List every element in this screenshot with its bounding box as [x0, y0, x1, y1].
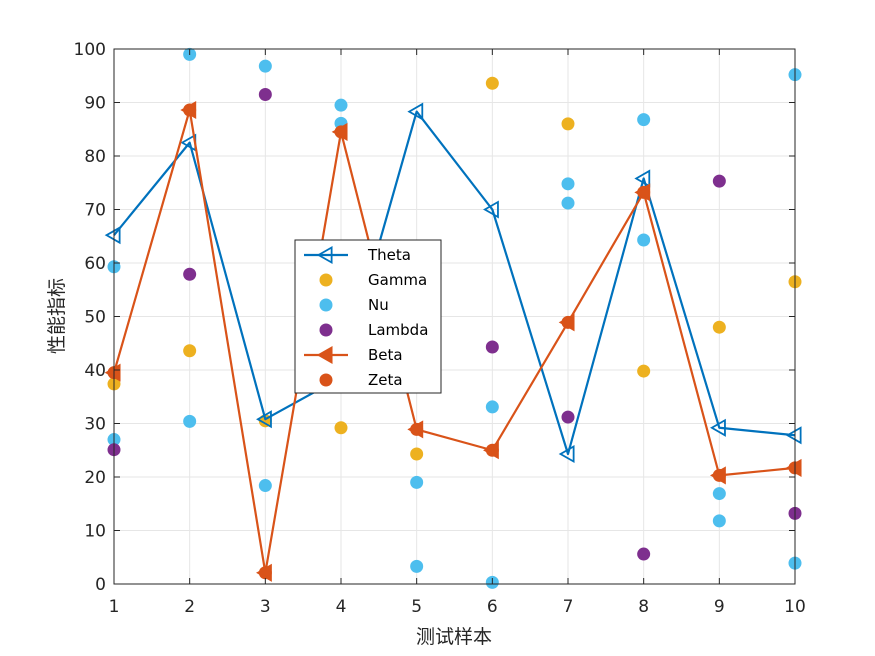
legend-label-gamma: Gamma: [368, 271, 427, 289]
nu-point: [334, 98, 348, 112]
gamma-point: [334, 421, 348, 435]
nu-point: [485, 400, 499, 414]
x-tick-label: 4: [336, 597, 347, 617]
legend-lambda-marker: [319, 323, 333, 337]
y-tick-label: 60: [84, 254, 106, 274]
y-tick-label: 40: [84, 361, 106, 381]
x-tick-label: 1: [109, 597, 120, 617]
x-tick-label: 6: [487, 597, 498, 617]
beta-marker: [256, 563, 272, 582]
y-tick-label: 80: [84, 147, 106, 167]
theta-marker: [407, 102, 424, 121]
y-tick-label: 10: [84, 522, 106, 542]
nu-point: [712, 514, 726, 528]
gamma-point: [485, 76, 499, 90]
nu-point: [258, 479, 272, 493]
nu-point: [258, 59, 272, 73]
y-tick-label: 30: [84, 415, 106, 435]
legend-theta-marker: [316, 245, 333, 265]
y-tick-label: 0: [95, 575, 106, 595]
x-tick-label: 7: [563, 597, 574, 617]
theta-marker: [104, 226, 121, 245]
nu-point: [712, 487, 726, 501]
theta-marker: [710, 418, 726, 437]
x-tick-label: 2: [184, 597, 195, 617]
series-layer: [104, 47, 802, 589]
theta-marker: [785, 426, 802, 445]
beta-marker: [407, 420, 424, 439]
nu-point: [637, 233, 651, 247]
nu-point: [561, 196, 575, 210]
beta-marker: [785, 458, 802, 477]
nu-point: [410, 475, 424, 489]
legend-label-beta: Beta: [368, 346, 403, 364]
lambda-point: [561, 410, 575, 424]
theta-marker: [558, 444, 575, 464]
lambda-point: [637, 547, 651, 561]
nu-point: [410, 559, 424, 573]
legend-nu-marker: [319, 298, 333, 312]
beta-marker: [710, 466, 726, 485]
x-tick-label: 10: [784, 597, 806, 617]
lambda-point: [183, 267, 197, 281]
beta-marker: [634, 183, 651, 202]
beta-marker: [331, 122, 348, 141]
legend-label-nu: Nu: [368, 296, 389, 314]
legend: Theta Gamma Nu Lambda Beta Zeta: [294, 239, 442, 394]
y-tick-label: 50: [84, 308, 106, 328]
x-tick-label: 9: [714, 597, 725, 617]
y-axis-label: 性能指标: [46, 278, 68, 354]
x-tick-label: 8: [638, 597, 649, 617]
beta-marker: [104, 363, 121, 382]
beta-line: [112, 108, 796, 574]
gamma-point: [410, 447, 424, 461]
gamma-point: [183, 344, 197, 358]
x-tick-label: 5: [411, 597, 422, 617]
nu-point: [561, 177, 575, 191]
legend-gamma-marker: [319, 273, 333, 287]
gamma-point: [637, 364, 651, 378]
x-tick-label: 3: [260, 597, 271, 617]
nu-point: [637, 113, 651, 127]
legend-box: [294, 239, 442, 394]
lambda-point: [258, 87, 272, 101]
theta-marker: [634, 169, 651, 188]
lambda-point: [712, 174, 726, 188]
legend-label-zeta: Zeta: [368, 371, 403, 389]
y-tick-label: 100: [74, 40, 106, 60]
beta-marker: [558, 313, 575, 332]
legend-label-lambda: Lambda: [368, 321, 428, 339]
x-axis-label: 测试样本: [416, 626, 492, 648]
theta-marker: [483, 200, 499, 219]
y-tick-label: 20: [84, 468, 106, 488]
beta-marker: [483, 441, 499, 460]
gamma-point: [561, 117, 575, 131]
y-tick-label: 70: [84, 201, 106, 221]
theta-marker: [256, 410, 272, 429]
legend-zeta-marker: [319, 373, 333, 387]
legend-label-theta: Theta: [367, 246, 411, 264]
nu-point: [183, 414, 197, 428]
y-tick-label: 90: [84, 94, 106, 114]
beta-marker: [180, 100, 197, 120]
lambda-point: [485, 340, 499, 354]
gamma-point: [712, 320, 726, 334]
legend-beta-marker: [316, 345, 333, 365]
theta-line: [113, 110, 796, 456]
